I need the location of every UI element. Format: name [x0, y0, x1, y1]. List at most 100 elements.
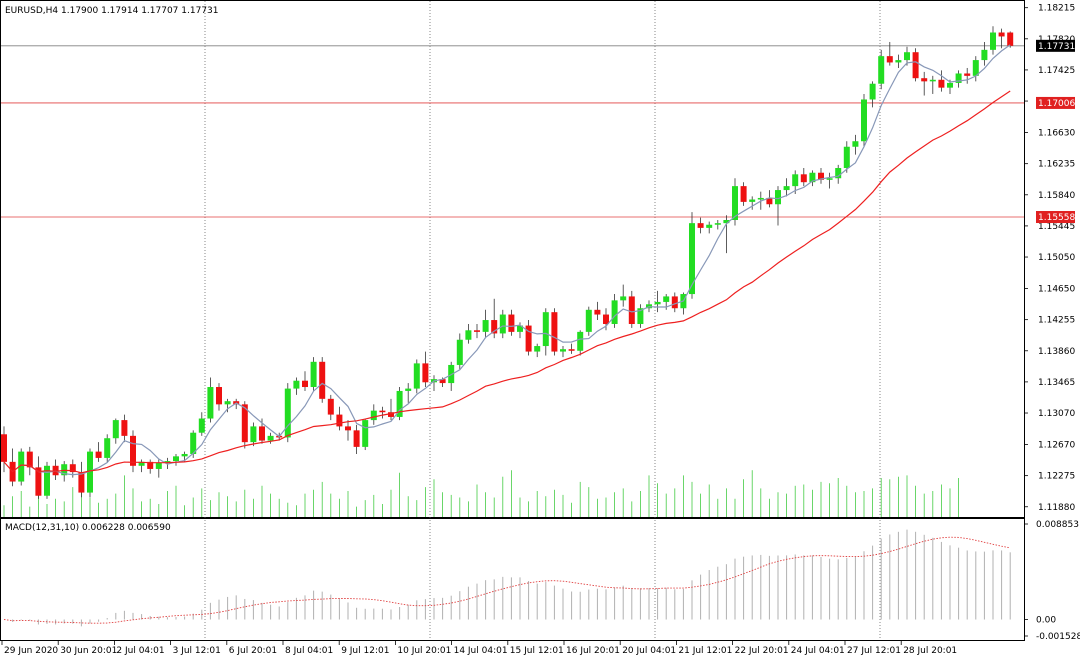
candle-body	[594, 309, 601, 315]
candle-body	[551, 312, 558, 352]
time-tick-label: 2 Jul 04:01	[116, 646, 164, 656]
time-tick-label: 24 Jul 04:01	[791, 646, 845, 656]
time-tick-label: 3 Jul 12:01	[173, 646, 221, 656]
candle-body	[1007, 32, 1014, 46]
candle-body	[577, 331, 584, 351]
macd-signal-line	[3, 536, 1011, 624]
candle-body	[904, 52, 910, 61]
candle-body	[921, 78, 928, 82]
price-level-tag-label: 1.17006	[1038, 99, 1075, 109]
candle-body	[723, 220, 730, 224]
candle-body	[706, 224, 713, 228]
candle-body	[775, 190, 781, 205]
candle-body	[52, 465, 59, 476]
price-level-tag	[1036, 39, 1075, 52]
candle-body	[783, 186, 790, 191]
candle-body	[216, 387, 222, 405]
price-tick-label: 1.14255	[1038, 316, 1075, 326]
time-tick-label: 28 Jul 20:01	[903, 646, 957, 656]
candle-body	[878, 56, 885, 84]
candle-body	[259, 426, 265, 441]
candle-body	[714, 223, 721, 225]
price-tick-label: 1.18215	[1038, 4, 1075, 14]
candle-body	[362, 420, 369, 447]
time-tick-label: 14 Jul 04:01	[454, 646, 508, 656]
price-tick-label: 1.13860	[1038, 347, 1075, 357]
candle-body	[637, 308, 644, 324]
candle-body	[336, 414, 343, 427]
candle-body	[439, 379, 446, 384]
candle-body	[293, 380, 300, 389]
price-tick-label: 1.13070	[1038, 409, 1075, 419]
candle-body	[792, 174, 799, 187]
moving-averages	[3, 44, 1011, 476]
candle-body	[998, 32, 1005, 37]
candle-body	[990, 32, 996, 50]
candle-body	[861, 99, 867, 142]
candle-body	[611, 300, 618, 324]
candle-body	[370, 410, 377, 421]
candle-body	[456, 339, 463, 365]
macd-plot-area[interactable]	[0, 518, 1025, 641]
volume-bars	[3, 470, 959, 517]
price-tick-label: 1.15840	[1038, 191, 1075, 201]
macd-tick-label: -0.001528	[1036, 632, 1080, 642]
candle-body	[697, 223, 704, 228]
price-tick-label: 1.15445	[1038, 222, 1075, 232]
candle-body	[732, 186, 738, 221]
candle-body	[465, 330, 472, 340]
horizontal-levels	[1, 45, 1024, 218]
candle-body	[689, 223, 695, 295]
candle-body	[155, 462, 162, 469]
candle-body	[482, 320, 489, 332]
candle-body	[517, 325, 523, 332]
candle-body	[964, 73, 971, 76]
price-tick-label: 1.15050	[1038, 253, 1075, 263]
time-tick-label: 16 Jul 20:01	[566, 646, 620, 656]
candle-body	[61, 464, 68, 476]
candle-body	[843, 146, 850, 169]
price-tick-label: 1.16630	[1038, 129, 1075, 139]
candle-body	[663, 296, 670, 302]
main-plot-area[interactable]	[0, 0, 1025, 518]
candle-body	[826, 178, 833, 180]
candle-body	[164, 461, 171, 463]
price-axis[interactable]: 1.182151.178201.174251.170301.166301.162…	[1024, 4, 1080, 642]
time-tick-label: 29 Jun 2020	[4, 646, 58, 656]
time-tick-label: 27 Jul 12:01	[847, 646, 901, 656]
time-tick-label: 22 Jul 20:01	[735, 646, 789, 656]
candle-body	[757, 197, 764, 200]
macd-label: MACD(12,31,10) 0.006228 0.006590	[5, 523, 171, 533]
chart-close: 1.17731	[181, 6, 218, 16]
time-tick-label: 15 Jul 12:01	[510, 646, 564, 656]
candle-body	[422, 363, 429, 383]
candle-body	[869, 83, 876, 100]
candle-body	[654, 301, 661, 305]
candlesticks	[1, 26, 1014, 499]
fast-ma-line	[21, 44, 1011, 476]
chart-open: 1.17900	[61, 6, 98, 16]
candle-body	[327, 398, 334, 415]
candle-body	[886, 56, 893, 63]
candle-body	[112, 420, 119, 439]
price-tick-label: 1.12275	[1038, 472, 1075, 482]
candle-body	[1, 434, 7, 462]
candle-body	[396, 390, 403, 417]
candle-body	[585, 309, 592, 332]
candle-body	[310, 361, 317, 388]
candle-body	[69, 464, 76, 473]
candle-body	[121, 420, 128, 436]
time-tick-label: 30 Jun 20:01	[60, 646, 117, 656]
price-tick-label: 1.17820	[1038, 35, 1075, 45]
candle-body	[284, 388, 291, 438]
price-tick-label: 1.17425	[1038, 66, 1075, 76]
candle-body	[938, 79, 945, 88]
candle-body	[835, 168, 842, 179]
candle-body	[972, 60, 979, 76]
time-tick-label: 21 Jul 12:01	[678, 646, 732, 656]
price-tick-label: 1.11880	[1038, 503, 1075, 513]
time-axis[interactable]: 29 Jun 2020 30 Jun 20:01 2 Jul 04:01 3 Jul …	[1, 640, 957, 656]
time-tick-label: 9 Jul 12:01	[341, 646, 389, 656]
candle-body	[568, 349, 575, 351]
